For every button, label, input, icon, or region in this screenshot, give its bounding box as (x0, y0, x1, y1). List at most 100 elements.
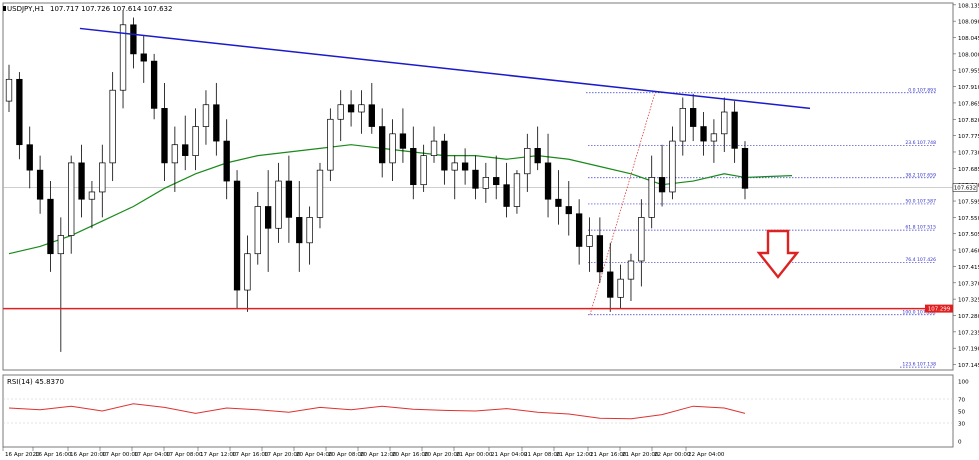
candle-bear (150, 60, 158, 109)
candle-bear (493, 177, 500, 186)
x-tick-label: 21 Apr 08:00 (524, 452, 561, 458)
candle-bull (710, 133, 718, 142)
rsi-tick-label: 50 (958, 410, 966, 416)
y-tick-label: 107.955 (958, 69, 979, 75)
candle-bull (192, 126, 199, 156)
candle-bull (627, 260, 635, 280)
candle-bear (285, 180, 293, 218)
candle-bear (161, 108, 168, 164)
candle-bear (503, 184, 510, 207)
fib-level-label: 23.6 107.748 (905, 140, 936, 146)
candle-bear (700, 126, 707, 142)
rsi-series (8, 403, 746, 420)
candle-bull (617, 278, 624, 298)
candle-bull (109, 89, 116, 164)
fibonacci-levels: 0.0 107.893 23.6 107.748 38.2 107.659 50.0 … (586, 87, 936, 368)
symbol-label: USDJPY,H1 (7, 5, 44, 13)
y-tick-label: 107.325 (958, 298, 979, 304)
y-tick-label: 108.045 (958, 36, 979, 42)
candle-bull (327, 118, 334, 171)
y-tick-label: 107.685 (958, 167, 979, 173)
fib-level-label: 0.0 107.893 (908, 87, 936, 93)
x-tick-label: 21 Apr 04:00 (491, 452, 528, 458)
candle-bear (596, 235, 604, 273)
resistance-trendline (79, 27, 811, 110)
candle-bear (441, 140, 448, 171)
candle-bear (658, 177, 666, 193)
candle-bear (741, 147, 749, 189)
fib-level-label: 76.4 107.426 (905, 257, 936, 263)
y-tick-label: 107.370 (958, 281, 979, 287)
overlay-lines: 107.299 107.632 (3, 27, 978, 313)
y-tick-label: 107.505 (958, 232, 979, 238)
candle-bear (544, 162, 552, 200)
y-tick-label: 108.000 (958, 52, 979, 58)
fib-level-label: 50.0 107.587 (905, 198, 936, 204)
candle-bear (607, 271, 614, 298)
candle-bull (482, 177, 490, 189)
rsi-tick-label: 0 (958, 440, 962, 446)
y-tick-label: 107.775 (958, 134, 979, 140)
candle-bull (57, 235, 64, 255)
candle-bear (410, 147, 417, 186)
fib-level-label: 61.8 107.515 (905, 225, 936, 231)
candle-bear (565, 206, 572, 215)
candle-bear (379, 126, 386, 164)
candle-bear (368, 104, 375, 127)
support-price-label: 107.299 (928, 307, 951, 313)
y-tick-label: 107.280 (958, 314, 979, 320)
symbol-marker-icon (3, 6, 6, 11)
support-price-badge (925, 304, 953, 313)
x-tick-label: 17 Apr 08:00 (166, 452, 203, 458)
x-tick-label: 21 Apr 12:00 (556, 452, 593, 458)
x-tick-label: 20 Apr 04:00 (296, 452, 333, 458)
y-tick-label: 107.550 (958, 216, 979, 222)
candle-bull (99, 162, 106, 193)
candle-bear (555, 198, 562, 207)
candle-bear (534, 147, 541, 164)
rsi-tick-label: 100 (958, 380, 969, 386)
candle-bear (347, 104, 355, 113)
candle-bull (68, 162, 75, 236)
candle-bull (358, 104, 365, 113)
candle-bear (16, 78, 23, 146)
candle-bear (461, 162, 469, 171)
candle-bear (130, 24, 137, 55)
y-tick-label: 107.145 (958, 363, 979, 369)
y-tick-label: 107.190 (958, 347, 979, 353)
x-tick-label: 16 Apr 20:00 (70, 452, 107, 458)
candle-bull (254, 206, 261, 255)
candle-bull (638, 217, 645, 262)
fib-level-label: 100.0 107.282 (902, 309, 936, 315)
candle-bear (78, 162, 85, 200)
ohlc-readout: 107.717 107.726 107.614 107.632 (50, 5, 172, 13)
candle-bull (669, 140, 676, 193)
candle-bear (731, 111, 738, 149)
fib-level-label: 123.6 107.138 (902, 362, 936, 368)
rsi-axis: 100 70 50 30 0 (3, 380, 969, 446)
rsi-tick-label: 70 (958, 398, 966, 404)
candle-bull (420, 155, 427, 186)
y-tick-label: 107.415 (958, 265, 979, 271)
y-tick-label: 107.460 (958, 249, 979, 255)
candle-bear (399, 133, 407, 149)
x-tick-label: 17 Apr 16:00 (232, 452, 269, 458)
candle-bull (306, 217, 313, 244)
rsi-line (8, 403, 746, 420)
x-tick-label: 17 Apr 00:00 (102, 452, 139, 458)
fib-level-label: 38.2 107.659 (905, 172, 936, 178)
candle-bull (679, 108, 686, 142)
candle-bull (275, 180, 282, 229)
x-tick-label: 17 Apr 20:00 (264, 452, 301, 458)
candle-bear (472, 169, 479, 189)
candle-bear (233, 180, 241, 291)
candle-bull (430, 140, 438, 156)
candles (5, 10, 749, 352)
candle-bull (648, 177, 655, 218)
x-tick-label: 17 Apr 04:00 (134, 452, 171, 458)
candle-bull (171, 144, 179, 164)
candle-bull (586, 235, 593, 247)
candle-bear (36, 169, 44, 200)
y-tick-label: 107.730 (958, 150, 979, 156)
